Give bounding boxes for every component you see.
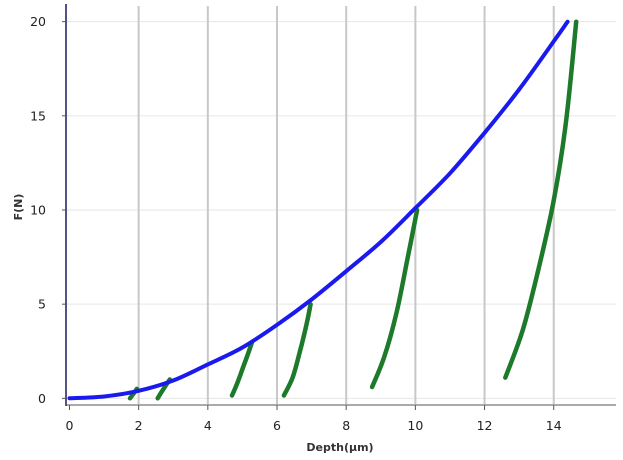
x-tick-label: 6 bbox=[273, 418, 281, 433]
x-tick-label: 4 bbox=[204, 418, 212, 433]
unloading-curve bbox=[229, 339, 255, 398]
x-tick-label: 14 bbox=[546, 418, 562, 433]
y-tick-label: 5 bbox=[38, 297, 46, 312]
x-tick-label: 0 bbox=[65, 418, 73, 433]
loading-curve bbox=[67, 19, 570, 401]
y-axis-label: F(N) bbox=[12, 194, 25, 221]
unloading-curve bbox=[281, 301, 313, 398]
grid-layer bbox=[66, 6, 616, 404]
unloading-curve bbox=[503, 19, 579, 380]
x-tick-label: 8 bbox=[342, 418, 350, 433]
y-tick-label: 10 bbox=[30, 203, 46, 218]
x-tick-label: 12 bbox=[477, 418, 493, 433]
axis-layer: 0 2 4 6 8 10 12 14 0 5 10 15 20 bbox=[30, 4, 616, 433]
x-tick-label: 2 bbox=[135, 418, 143, 433]
y-tick-label: 20 bbox=[30, 14, 46, 29]
x-axis-label: Depth(µm) bbox=[306, 441, 373, 454]
y-tick-label: 15 bbox=[30, 108, 46, 123]
x-tick-label: 10 bbox=[407, 418, 423, 433]
unloading-curve bbox=[369, 207, 420, 390]
y-tick-label: 0 bbox=[38, 391, 46, 406]
series-layer bbox=[67, 19, 579, 401]
